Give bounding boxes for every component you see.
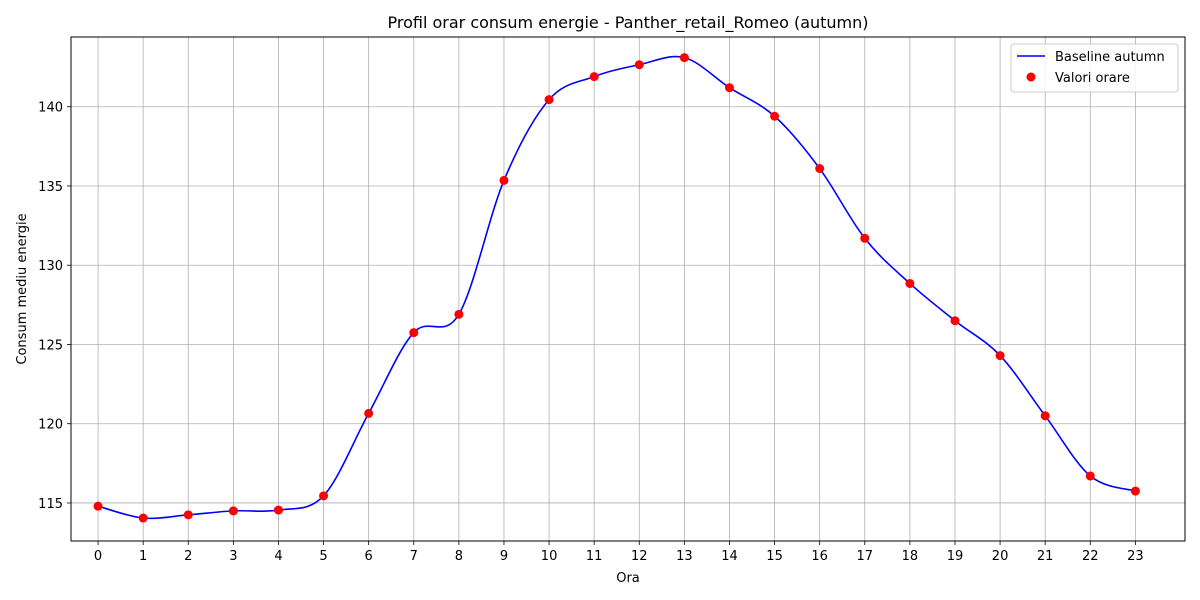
y-tick-label: 140 xyxy=(38,101,63,116)
data-point xyxy=(544,95,554,105)
data-point xyxy=(1040,411,1050,421)
x-axis: 0 1 2 3 4 5 6 7 8 9 10 11 12 13 14 15 16 17 18 19 20 21 22 23 xyxy=(94,541,1144,564)
legend-marker-swatch xyxy=(1026,72,1036,82)
x-tick-label: 14 xyxy=(721,549,738,564)
legend-frame xyxy=(1010,43,1179,93)
data-point xyxy=(995,351,1005,361)
x-tick-label: 0 xyxy=(94,549,102,564)
x-tick-label: 6 xyxy=(365,549,373,564)
legend: Baseline autumn Valori orare xyxy=(1010,43,1179,93)
x-tick-label: 19 xyxy=(947,549,964,564)
x-tick-label: 18 xyxy=(902,549,919,564)
data-point xyxy=(228,506,238,516)
data-point xyxy=(499,175,509,185)
data-point xyxy=(1085,471,1095,481)
plot-frame xyxy=(70,36,1186,542)
y-tick-label: 120 xyxy=(38,418,63,433)
data-point xyxy=(319,491,329,501)
data-point xyxy=(950,316,960,326)
data-point xyxy=(273,505,283,515)
series-layer xyxy=(93,53,1140,523)
x-tick-label: 2 xyxy=(184,549,192,564)
y-tick-label: 115 xyxy=(38,497,63,512)
x-tick-label: 5 xyxy=(319,549,327,564)
y-tick-label: 125 xyxy=(38,338,63,353)
data-point xyxy=(815,164,825,174)
x-tick-label: 3 xyxy=(229,549,237,564)
x-tick-label: 23 xyxy=(1127,549,1144,564)
y-axis-label: Consum mediu energie xyxy=(15,213,30,364)
x-tick-label: 13 xyxy=(676,549,693,564)
legend-label-baseline: Baseline autumn xyxy=(1055,50,1165,65)
data-point xyxy=(93,501,103,511)
x-tick-label: 4 xyxy=(274,549,282,564)
x-tick-label: 22 xyxy=(1082,549,1099,564)
data-point xyxy=(364,408,374,418)
y-tick-label: 130 xyxy=(38,259,63,274)
data-point xyxy=(589,72,599,82)
x-tick-label: 21 xyxy=(1037,549,1054,564)
data-point xyxy=(634,60,644,70)
data-point xyxy=(679,53,689,63)
x-axis-label: Ora xyxy=(616,571,640,586)
data-point xyxy=(905,278,915,288)
x-tick-label: 9 xyxy=(500,549,508,564)
x-tick-label: 12 xyxy=(631,549,648,564)
legend-label-hourly: Valori orare xyxy=(1055,71,1130,86)
data-point xyxy=(138,513,148,523)
x-tick-label: 7 xyxy=(410,549,418,564)
grid xyxy=(71,37,1185,541)
data-point xyxy=(770,111,780,121)
x-tick-label: 10 xyxy=(541,549,558,564)
x-tick-label: 11 xyxy=(586,549,603,564)
data-point xyxy=(860,233,870,243)
y-axis: 115 120 125 130 135 140 xyxy=(38,101,71,512)
x-tick-label: 8 xyxy=(455,549,463,564)
x-tick-label: 16 xyxy=(811,549,828,564)
data-point xyxy=(454,309,464,319)
y-tick-label: 135 xyxy=(38,180,63,195)
data-point xyxy=(1130,486,1140,496)
x-tick-label: 17 xyxy=(857,549,874,564)
data-point xyxy=(724,83,734,93)
data-point xyxy=(183,510,193,520)
x-tick-label: 15 xyxy=(766,549,783,564)
x-tick-label: 1 xyxy=(139,549,147,564)
x-tick-label: 20 xyxy=(992,549,1009,564)
chart-title: Profil orar consum energie - Panther_ret… xyxy=(387,13,868,33)
data-point xyxy=(409,328,419,338)
